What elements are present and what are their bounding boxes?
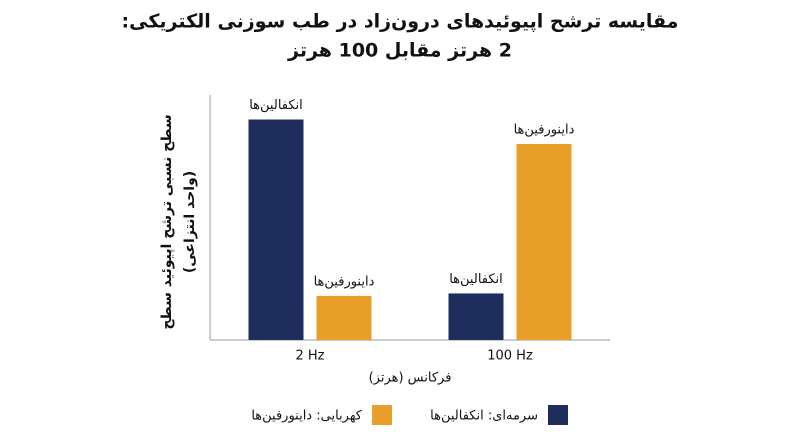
x-tick-label: 2 Hz — [295, 349, 324, 364]
chart-title: 2 هرتز مقابل 100 هرتز — [287, 40, 512, 62]
bar — [448, 293, 504, 340]
x-axis-label: فرکانس (هرتز) — [369, 371, 452, 386]
y-axis-label: (واحد انتزاعی) — [182, 171, 198, 273]
y-axis-label: سطح نسبی ترشح اپیوئید سطح — [159, 114, 175, 329]
legend-swatch — [372, 405, 392, 425]
x-tick-label: 100 Hz — [487, 349, 533, 364]
bar-label: انکفالین‌ها — [449, 272, 503, 287]
bar-label: داینورفین‌ها — [314, 274, 375, 289]
bar-label: انکفالین‌ها — [249, 98, 303, 113]
bar — [248, 119, 304, 340]
bar-label: داینورفین‌ها — [514, 123, 575, 138]
chart-title: مقایسه ترشح اپیوئیدهای درون‌زاد در طب سو… — [122, 11, 679, 33]
legend-swatch — [548, 405, 568, 425]
bar — [516, 144, 572, 340]
bar — [316, 295, 372, 340]
legend-label: سرمه‌ای: انکفالین‌ها — [430, 409, 538, 424]
legend-label: کهربایی: داینورفین‌ها — [251, 409, 362, 424]
